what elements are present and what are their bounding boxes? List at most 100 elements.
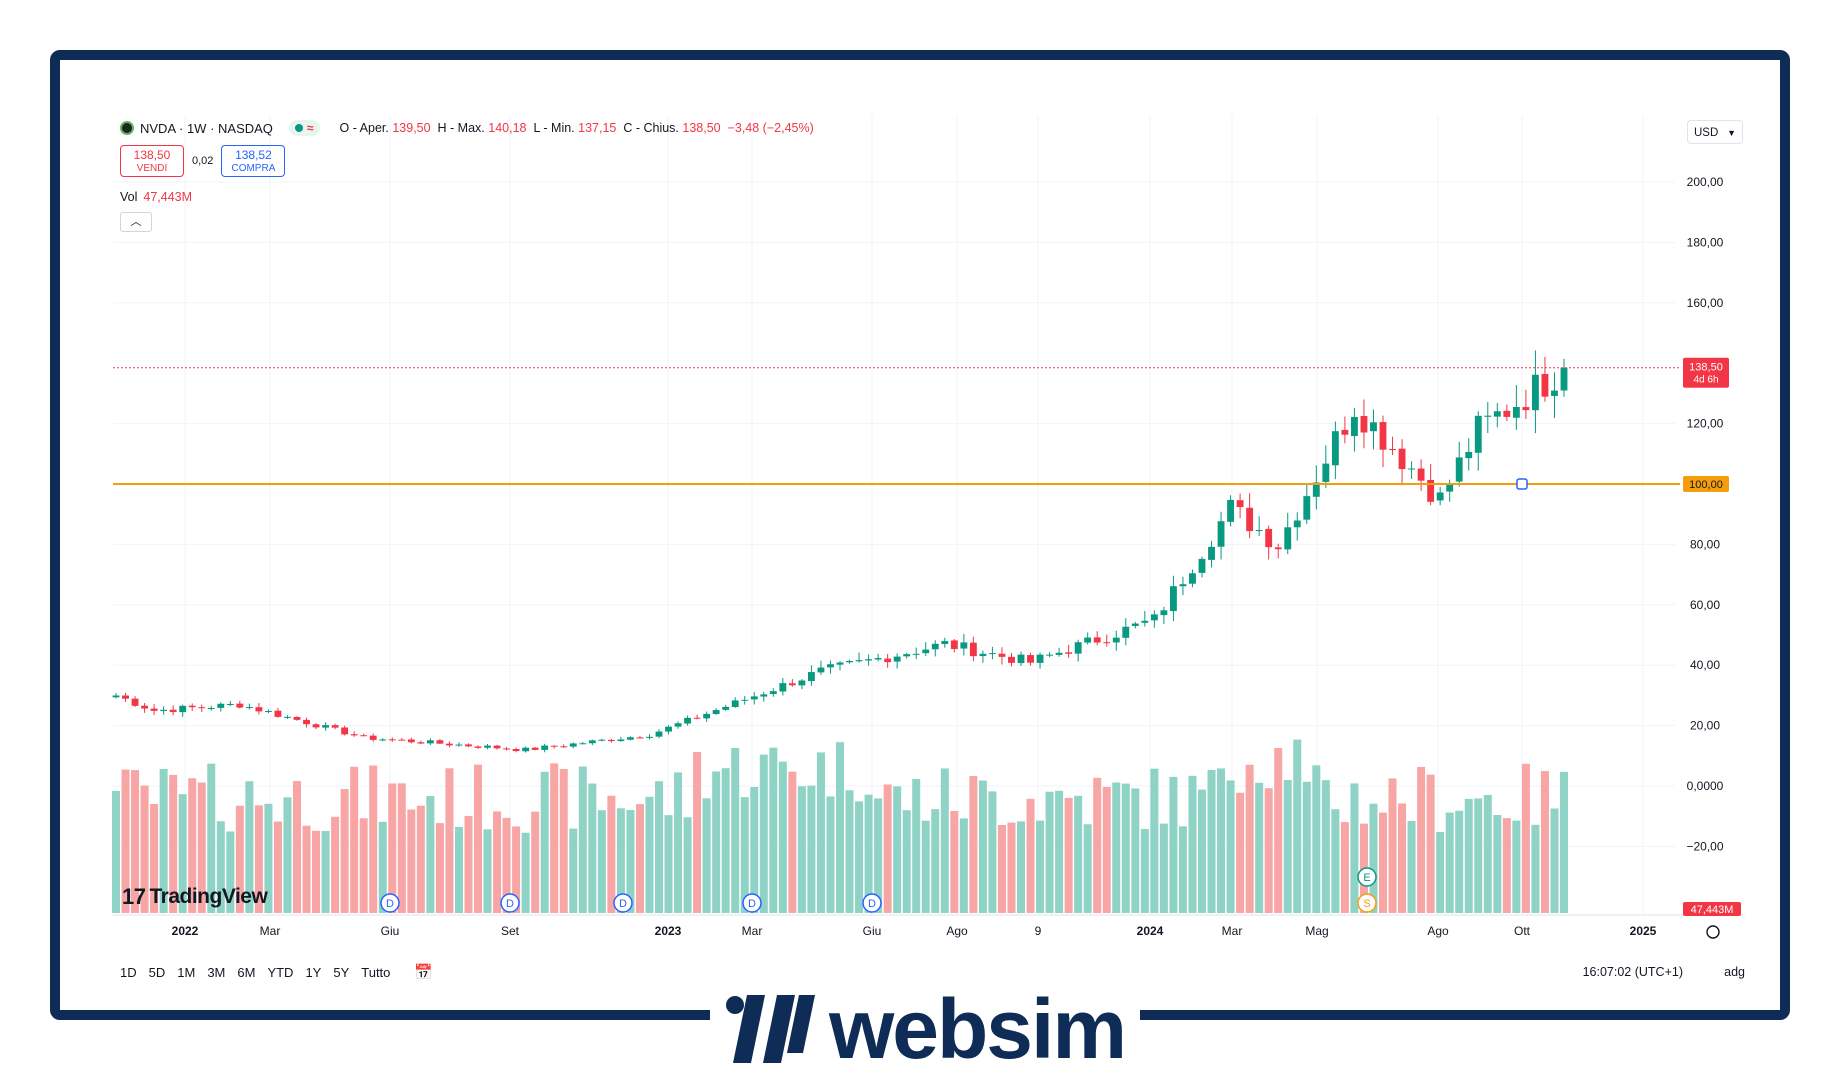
candle-body [1331,431,1339,466]
volume-bar [988,791,997,913]
candle-body [1379,422,1387,450]
currency-select[interactable]: USD ▼ [1687,120,1743,144]
candle-body [1179,584,1187,587]
candle-body [1322,463,1330,482]
volume-bar [874,798,883,913]
volume-bar [1274,748,1283,913]
event-marker-label: D [748,898,756,910]
volume-bar [445,768,454,913]
candle-body [1122,626,1130,638]
volume-bar [1340,822,1349,913]
candle-body [331,725,339,728]
candle-body [455,744,463,746]
range-all[interactable]: Tutto [361,964,391,980]
range-ytd[interactable]: YTD [267,964,294,980]
volume-bar [1521,763,1530,913]
candle-body [1312,482,1320,497]
candle-body [846,661,853,663]
websim-wordmark: websim [828,982,1127,1076]
settings-gear-icon [1706,925,1720,939]
candle-body [1293,520,1301,528]
symbol-line[interactable]: NVDA · 1W · NASDAQ [140,120,273,136]
volume-bar [788,771,797,913]
chevron-up-icon[interactable]: ︿ [120,212,152,232]
volume-bar [454,826,463,913]
range-3m[interactable]: 3M [207,964,226,980]
candle-body [1017,654,1025,664]
volume-bar [1417,766,1426,913]
event-marker-d-icon [613,893,633,913]
market-status-pill[interactable]: ≈ [288,120,320,136]
candle-body [1265,528,1273,548]
candle-body [445,743,453,746]
candle-body [350,734,358,736]
event-marker-d-icon [742,893,762,913]
candle-body [274,710,282,717]
volume-bar [359,818,368,913]
candle-body [912,653,920,655]
volume-bar [197,782,206,913]
x-tick-label: 2024 [1137,924,1164,938]
clock[interactable]: 16:07:02 (UTC+1) [1582,965,1683,979]
volume-bar [1455,810,1464,913]
candle-body [1093,637,1101,643]
volume-bar [350,766,359,913]
volume-bar [540,771,549,913]
volume-bar [426,796,435,913]
x-tick-label: Ott [1514,924,1531,938]
candle-body [1474,415,1482,453]
range-6m[interactable]: 6M [237,964,256,980]
range-5y[interactable]: 5Y [333,964,350,980]
candle-body [303,719,310,725]
range-5d[interactable]: 5D [148,964,166,980]
range-1m[interactable]: 1M [177,964,196,980]
candle-body [655,731,663,737]
chevron-down-icon: ▼ [1727,128,1736,138]
candle-body [1341,429,1349,435]
calendar-icon[interactable]: 📅 [414,964,434,981]
volume-bar [1321,780,1330,913]
event-marker-label: D [506,898,514,910]
level-tag [1683,476,1729,492]
volume-bar [340,789,349,913]
candle-body [674,723,682,727]
candle-body [1436,492,1444,501]
candle-body [131,698,139,706]
candle-body [226,703,234,705]
candle-body [1284,527,1292,550]
volume-bar [683,817,692,913]
x-tick-label: Giu [381,924,400,938]
volume-bar [731,747,740,913]
candle-body [703,713,711,719]
volume-bar [131,770,140,913]
buy-button[interactable]: 138,52 COMPRA [221,145,286,177]
tradingview-mark-icon: 17 [122,884,146,909]
volume-bar [826,796,835,913]
candle-body [1465,451,1473,459]
candle-body [1427,479,1435,502]
candle-body [426,740,434,744]
volume-bar [254,805,263,913]
volume-bar [121,769,130,913]
candle-body [1360,416,1368,433]
volume-bar [674,772,683,913]
candle-body [931,643,939,650]
volume-bar [550,763,559,913]
volume-bar [283,797,292,913]
candle-body [465,744,472,747]
candle-body [741,699,749,701]
volume-bar [1512,820,1521,913]
range-1d[interactable]: 1D [120,964,137,980]
candle-body [484,745,491,748]
candle-body [541,745,549,750]
candle-body [607,739,615,742]
sell-button[interactable]: 138,50 VENDI [120,145,184,177]
adjust-toggle[interactable]: adg [1724,965,1745,979]
candle-body [779,683,787,692]
volume-bar [1483,794,1492,913]
range-1y[interactable]: 1Y [305,964,322,980]
candle-body [474,746,482,748]
websim-brand: websim [710,985,1140,1073]
volume-bar [1436,831,1445,913]
